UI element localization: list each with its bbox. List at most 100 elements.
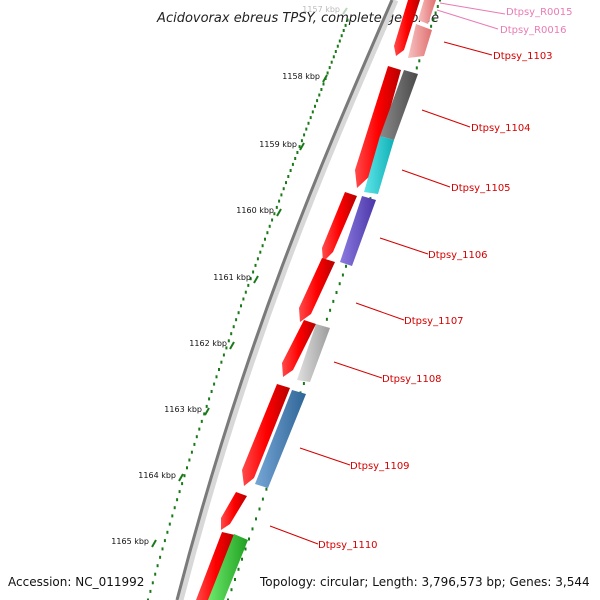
tick-dot <box>208 397 211 401</box>
gene-rna-r0015[interactable] <box>418 0 436 24</box>
tick-dot <box>344 23 347 27</box>
tick-dot <box>255 517 257 521</box>
gene-1104[interactable] <box>380 70 418 140</box>
gene-bottom-green[interactable] <box>208 534 248 600</box>
gene-arrow[interactable] <box>355 66 401 188</box>
gene-label-1105[interactable]: Dtpsy_1105 <box>451 183 511 194</box>
tick-dot <box>227 598 229 600</box>
accession-text: Accession: NC_011992 <box>8 575 144 589</box>
tick-dot <box>291 162 294 166</box>
tick-dot <box>266 231 269 235</box>
tick-dot <box>278 199 281 203</box>
tick-dot <box>234 578 236 581</box>
tick-dot <box>200 419 203 423</box>
tick-dot <box>287 175 290 178</box>
tick-dot <box>328 66 331 70</box>
tick-dot <box>434 11 437 15</box>
tick-dot <box>168 522 171 526</box>
tick-dot <box>335 291 338 294</box>
tick-dot <box>307 121 310 125</box>
kbp-tick-1165: 1165 kbp <box>111 537 149 546</box>
gene-arrow[interactable] <box>242 384 290 486</box>
tick-dot <box>225 346 228 350</box>
tick-dot <box>320 88 323 91</box>
tick-dot <box>241 557 243 561</box>
gene-label-1110[interactable]: Dtpsy_1110 <box>318 540 378 551</box>
gene-label-r0016[interactable]: Dtpsy_R0016 <box>500 25 567 36</box>
tick-dot <box>227 339 230 343</box>
tick-dot <box>248 537 250 541</box>
kbp-tick-1162: 1162 kbp <box>189 339 227 348</box>
tick-dot <box>326 71 329 75</box>
gene-label-1106[interactable]: Dtpsy_1106 <box>428 250 488 261</box>
tick-dot <box>289 169 292 172</box>
gene-arrow[interactable] <box>282 320 316 377</box>
gene-1109[interactable] <box>255 390 306 488</box>
tick-dot <box>342 29 345 32</box>
tick-dot <box>332 55 335 59</box>
gene-label-1108[interactable]: Dtpsy_1108 <box>382 374 442 385</box>
gene-arrow[interactable] <box>299 258 335 322</box>
tick-dot <box>230 332 233 336</box>
gene-label-1104[interactable]: Dtpsy_1104 <box>471 123 531 134</box>
gene-arrow[interactable] <box>322 192 357 262</box>
forward-strand-genes <box>196 0 420 600</box>
tick-dot <box>282 187 285 191</box>
tick-dot <box>205 404 208 408</box>
gene-label-1103[interactable]: Dtpsy_1103 <box>493 51 553 62</box>
tick-dot <box>156 564 159 568</box>
reverse-strand-genes <box>208 0 436 600</box>
kbp-tick-1157: 1157 kbp <box>302 5 340 14</box>
label-leader-lines <box>269 2 506 545</box>
tick-dot <box>332 299 335 303</box>
tick-dot <box>188 458 191 462</box>
gene-1105[interactable] <box>364 136 394 194</box>
tick-dot <box>203 412 206 416</box>
gene-1106[interactable] <box>340 196 376 266</box>
tick-dot <box>261 497 264 501</box>
gene-labels: Dtpsy_R0015 Dtpsy_R0016 Dtpsy_1103 Dtpsy… <box>318 7 573 551</box>
tick-dot <box>334 50 337 53</box>
tick-dot <box>163 539 166 543</box>
tick-dot <box>173 506 176 510</box>
gene-arrow[interactable] <box>221 492 247 530</box>
gene-1108[interactable] <box>297 324 330 382</box>
genome-backbone <box>176 0 399 600</box>
gene-label-1107[interactable]: Dtpsy_1107 <box>404 316 464 327</box>
tick-dot <box>309 116 312 120</box>
tick-dot <box>340 34 343 38</box>
tick-dot <box>256 257 259 261</box>
tick-dot <box>178 490 181 494</box>
gene-arrow[interactable] <box>196 532 235 600</box>
kbp-tick-1163: 1163 kbp <box>164 405 202 414</box>
tick-dot <box>300 139 303 143</box>
tick-dot <box>303 133 306 137</box>
tick-dot <box>258 507 261 511</box>
tick-dot <box>314 104 316 108</box>
tick-dot <box>338 39 341 43</box>
tick-dot <box>345 264 347 268</box>
tick-dot <box>330 60 333 64</box>
tick-dot <box>151 581 154 585</box>
outer-tick-arc <box>147 18 349 600</box>
tick-dot <box>296 151 299 154</box>
tick-dot <box>215 375 218 379</box>
tick-dot <box>418 59 421 63</box>
tick-dot <box>294 157 297 160</box>
tick-dot <box>252 270 255 274</box>
tick-dot <box>244 290 247 294</box>
tick-dot <box>198 427 201 431</box>
tick-dot <box>193 442 196 446</box>
gene-1103[interactable] <box>408 24 432 58</box>
kbp-tick-1164: 1164 kbp <box>138 471 176 480</box>
tick-dot <box>161 547 164 551</box>
gene-label-1109[interactable]: Dtpsy_1109 <box>350 461 410 472</box>
kbp-tick-1161: 1161 kbp <box>213 273 251 282</box>
tick-dot <box>247 283 250 287</box>
topology-text: Topology: circular; Length: 3,796,573 bp… <box>259 575 590 589</box>
tick-dot <box>273 212 276 216</box>
tick-dot <box>336 44 339 48</box>
gene-label-r0015[interactable]: Dtpsy_R0015 <box>506 7 573 18</box>
gene-arrow[interactable] <box>394 0 420 56</box>
